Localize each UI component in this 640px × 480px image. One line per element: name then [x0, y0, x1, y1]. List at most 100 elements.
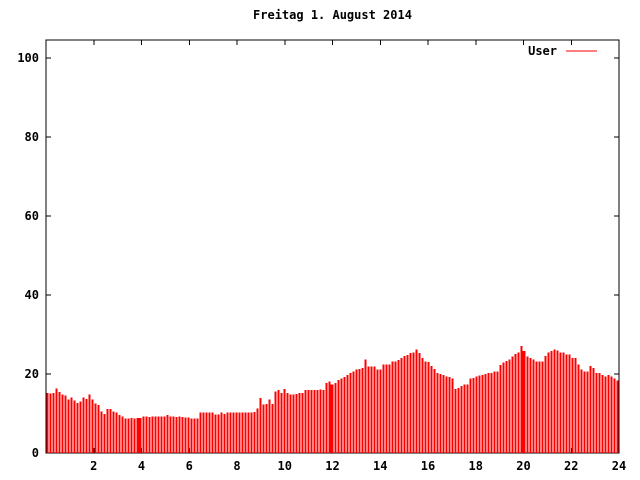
user-bar — [553, 349, 556, 453]
user-bar — [277, 389, 280, 453]
user-bar — [472, 378, 475, 453]
user-bar — [289, 394, 292, 453]
user-bar — [268, 399, 271, 453]
user-bar — [418, 353, 421, 453]
user-bar — [343, 376, 346, 453]
user-bar — [85, 398, 88, 453]
y-tick-label: 100 — [17, 51, 39, 65]
user-bar — [121, 416, 124, 453]
user-bar — [451, 378, 454, 453]
user-bar — [265, 404, 268, 453]
user-bar — [445, 376, 448, 453]
user-bar — [355, 369, 358, 453]
user-bar — [478, 375, 481, 453]
user-bar — [154, 416, 157, 453]
user-bar — [583, 371, 586, 453]
user-bar — [496, 371, 499, 453]
user-bar — [202, 412, 205, 453]
user-bar — [556, 350, 559, 453]
user-bar — [274, 391, 277, 453]
user-bar — [616, 380, 619, 453]
user-bar — [538, 361, 541, 453]
user-bar — [79, 401, 82, 453]
user-bar — [253, 411, 256, 453]
user-bar — [400, 357, 403, 453]
user-bar — [49, 393, 52, 453]
user-bar — [298, 393, 301, 453]
user-bar — [544, 355, 547, 453]
user-bar — [130, 417, 133, 453]
user-bar — [604, 376, 607, 453]
user-bar — [91, 399, 94, 453]
user-bar — [208, 412, 211, 453]
user-bar — [433, 368, 436, 453]
user-bar — [235, 412, 238, 453]
user-bar — [454, 389, 457, 453]
user-bar — [526, 356, 529, 453]
user-bar — [373, 366, 376, 453]
x-tick-label: 18 — [469, 459, 483, 473]
user-bar — [535, 361, 538, 453]
user-bar — [112, 411, 115, 453]
user-bar — [562, 352, 565, 453]
user-bar — [340, 378, 343, 453]
user-bar — [352, 371, 355, 453]
user-bar — [394, 361, 397, 453]
user-bar — [88, 394, 91, 453]
user-bar — [607, 374, 610, 453]
x-tick-label: 12 — [325, 459, 339, 473]
user-bar — [364, 359, 367, 453]
chart-title: Freitag 1. August 2014 — [253, 8, 412, 22]
user-bar — [520, 351, 526, 453]
user-bar — [514, 353, 517, 453]
user-bar — [205, 412, 208, 453]
user-bar — [304, 389, 307, 453]
user-bar — [109, 408, 112, 453]
user-bar — [256, 408, 259, 453]
user-bar — [190, 418, 193, 453]
y-tick-label: 80 — [25, 130, 39, 144]
user-bar — [349, 372, 352, 453]
user-bar — [610, 376, 613, 453]
user-bar — [97, 404, 100, 453]
user-bar — [463, 384, 466, 453]
user-bar — [178, 416, 181, 453]
user-bar — [271, 404, 274, 453]
user-bar — [397, 359, 400, 453]
user-bar — [148, 417, 151, 453]
user-bar — [568, 354, 571, 453]
user-bar — [316, 389, 319, 453]
user-bar — [193, 418, 196, 453]
user-bar — [391, 361, 394, 453]
user-bar — [475, 376, 478, 453]
user-bar — [358, 368, 361, 453]
user-bar — [163, 416, 166, 453]
user-bar — [214, 414, 217, 453]
user-bar — [577, 364, 580, 453]
user-bar — [211, 412, 214, 453]
user-bar — [385, 364, 388, 453]
x-tick-label: 6 — [186, 459, 193, 473]
user-bar — [493, 371, 496, 453]
user-bar — [292, 394, 295, 453]
user-bar — [409, 353, 412, 453]
user-bar — [226, 412, 229, 453]
user-bar — [247, 412, 250, 453]
user-bar — [367, 366, 370, 453]
user-bar — [541, 361, 544, 453]
user-bar — [184, 417, 187, 453]
user-bar — [406, 355, 409, 453]
user-bar — [574, 357, 577, 453]
user-bar — [448, 377, 451, 453]
user-bar — [436, 373, 439, 453]
user-bar — [217, 414, 220, 453]
user-bar — [547, 352, 550, 453]
user-bar — [124, 418, 127, 453]
user-bar — [115, 412, 118, 453]
user-bar — [172, 416, 175, 453]
user-bar — [595, 372, 598, 453]
user-bar — [427, 362, 430, 453]
user-bar — [328, 384, 334, 453]
user-bar — [52, 393, 55, 453]
